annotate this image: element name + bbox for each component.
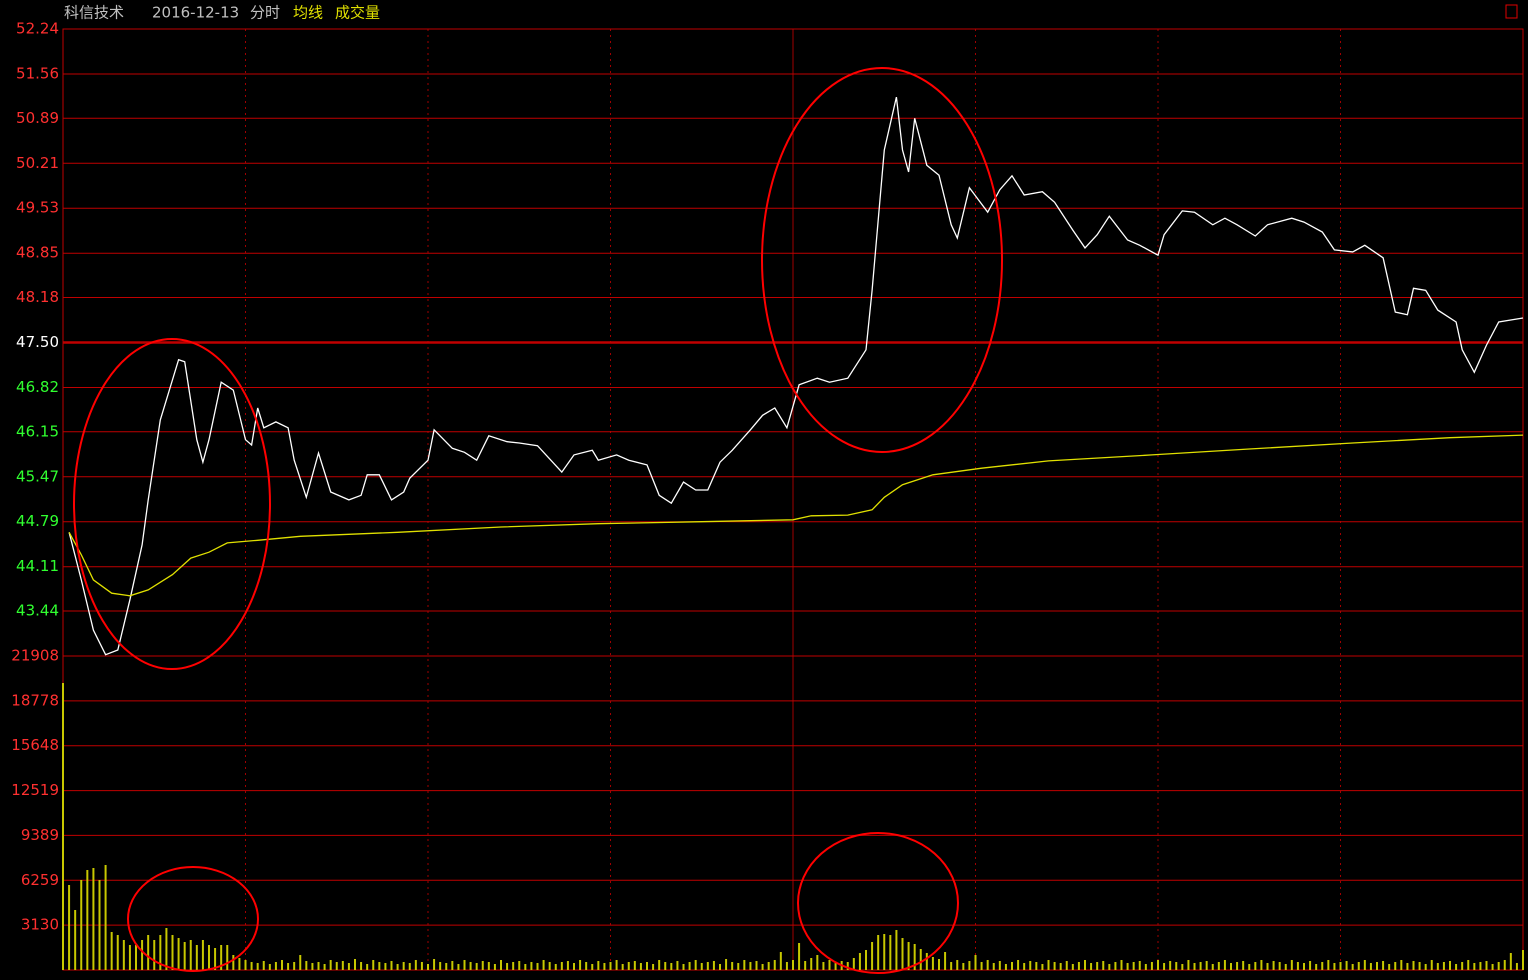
y-tick-label: 48.18 [16, 288, 59, 306]
annotation-circle [73, 338, 271, 670]
y-tick-label: 49.53 [16, 199, 59, 217]
y-tick-label: 46.15 [16, 422, 59, 440]
y-tick-label: 44.11 [16, 557, 59, 575]
mode: 分时 [250, 4, 280, 22]
window-button[interactable] [1505, 4, 1518, 19]
y-tick-label: 3130 [21, 916, 59, 934]
y-tick-label: 9389 [21, 826, 59, 844]
y-tick-label: 21908 [11, 647, 59, 665]
y-tick-label: 52.24 [16, 20, 59, 38]
annotation-circle [761, 67, 1003, 453]
y-tick-label: 45.47 [16, 467, 59, 485]
y-tick-label: 43.44 [16, 602, 59, 620]
stock-name: 科信技术 [64, 4, 124, 22]
y-tick-label: 46.82 [16, 378, 59, 396]
date: 2016-12-13 [152, 4, 239, 22]
price-line [68, 434, 1524, 597]
y-tick-label: 44.79 [16, 512, 59, 530]
legend-avg: 均线 [293, 4, 323, 22]
annotation-circle [127, 866, 259, 972]
y-tick-label: 15648 [11, 736, 59, 754]
y-tick-label: 50.21 [16, 154, 59, 172]
annotations [73, 67, 1003, 974]
annotation-circle [797, 832, 959, 974]
y-tick-label: 6259 [21, 871, 59, 889]
price-line [68, 96, 1524, 656]
y-tick-label: 47.50 [16, 333, 59, 351]
y-tick-label: 12519 [11, 781, 59, 799]
y-tick-label: 18778 [11, 691, 59, 709]
legend-volume: 成交量 [335, 4, 380, 22]
y-tick-label: 51.56 [16, 64, 59, 82]
y-tick-label: 50.89 [16, 109, 59, 127]
y-tick-label: 48.85 [16, 244, 59, 262]
